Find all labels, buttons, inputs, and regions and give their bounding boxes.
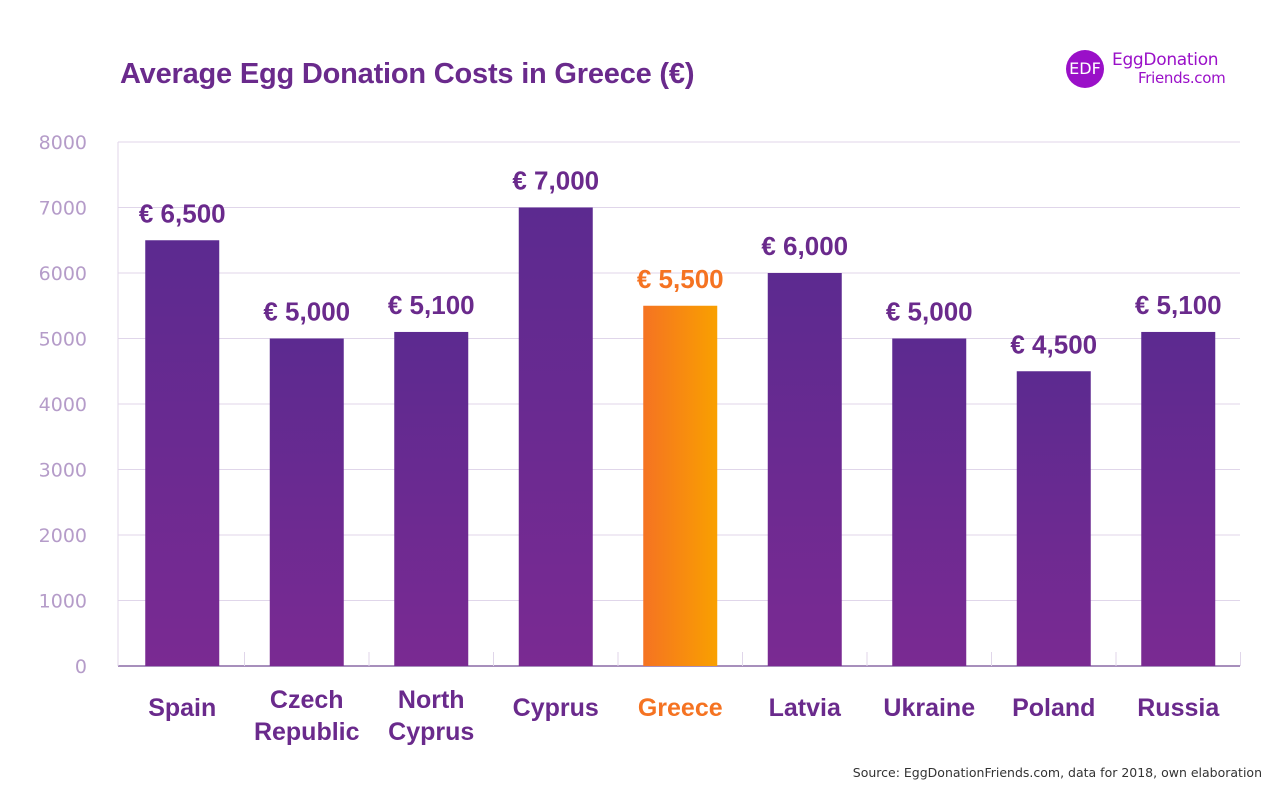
bar-greece [643,305,718,666]
y-tick-label-1000: 1000 [39,591,87,613]
chart-title: Average Egg Donation Costs in Greece (€) [120,58,695,90]
value-label-north-cyprus: € 5,100 [388,290,475,320]
value-label-greece: € 5,500 [637,264,724,294]
category-label-latvia: Latvia [769,694,842,722]
value-labels: € 6,500 € 5,000 € 5,100 € 7,000 € 5,500 € 6,0… [139,166,1222,360]
bar-poland [1016,371,1091,666]
y-tick-label-4000: 4000 [39,394,87,416]
category-label-poland: Poland [1012,694,1095,722]
category-label-cyprus: Cyprus [513,694,599,722]
y-tick-label-7000: 7000 [39,198,87,220]
value-label-spain: € 6,500 [139,198,226,228]
logo-mark: EDF [1066,50,1104,88]
category-label-greece: Greece [638,694,723,722]
value-label-czech-republic: € 5,000 [263,297,350,327]
value-label-ukraine: € 5,000 [886,297,973,327]
y-tick-label-6000: 6000 [39,263,87,285]
y-tick-label-3000: 3000 [39,460,87,482]
y-tick-label-2000: 2000 [39,525,87,547]
category-label-ukraine: Ukraine [883,694,975,722]
bar-russia [1141,331,1216,666]
bar-cyprus [518,207,593,666]
bar-latvia [767,273,842,666]
category-label-spain: Spain [148,694,216,722]
edf-logo: EDF EggDonation Friends.com [1066,50,1246,90]
bars [145,207,1216,666]
y-tick-label-5000: 5000 [39,329,87,351]
y-tick-label-0: 0 [75,656,87,678]
logo-text-line1: EggDonation [1112,50,1219,70]
category-label-russia: Russia [1137,694,1220,722]
value-label-latvia: € 6,000 [761,231,848,261]
value-label-cyprus: € 7,000 [512,166,599,196]
bar-spain [145,240,220,666]
category-labels: Spain Czech Republic North Cyprus Cyprus Greec… [148,686,1220,746]
category-label-czech-republic: Czech Republic [254,686,360,746]
y-tick-label-8000: 8000 [39,132,87,154]
value-label-poland: € 4,500 [1010,329,1097,359]
y-axis-ticks: 0 1000 2000 3000 4000 5000 6000 7000 8000 [39,132,87,678]
bar-north-cyprus [394,331,469,666]
bar-czech-republic [269,338,344,666]
bar-ukraine [892,338,967,666]
source-note: Source: EggDonationFriends.com, data for… [852,765,1262,780]
value-label-russia: € 5,100 [1135,290,1222,320]
category-label-north-cyprus: North Cyprus [388,686,474,746]
logo-text-line2: Friends.com [1138,69,1226,87]
